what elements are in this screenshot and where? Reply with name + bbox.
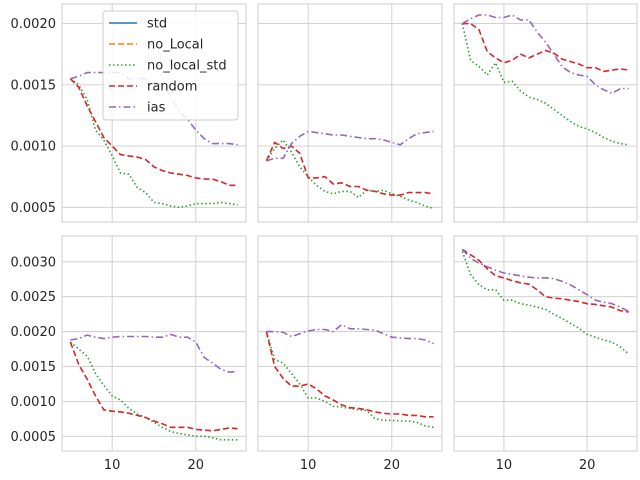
series-line-random	[462, 22, 629, 73]
plot-area	[454, 4, 637, 222]
series-line-random	[69, 78, 238, 187]
legend-label: random	[147, 80, 197, 95]
x-tick-label: 10	[104, 458, 121, 473]
series-line-ias	[461, 14, 629, 95]
axes-frame	[453, 235, 638, 452]
x-tick-labels: 10 20 10 20 10 20	[104, 458, 595, 473]
legend-label: no_Local	[147, 38, 203, 53]
y-tick-label: 0.0020	[11, 325, 57, 340]
legend-label: no_local_std	[147, 59, 227, 74]
x-tick-label: 20	[384, 458, 401, 473]
series-line-random	[69, 341, 238, 432]
series-line-ias	[266, 323, 434, 345]
panel-r1-c2	[453, 235, 638, 452]
legend-item-std: std	[109, 17, 167, 32]
legend-item-no_Local: no_Local	[109, 38, 203, 53]
series-line-ias	[461, 248, 630, 313]
panel-r0-c1	[257, 3, 443, 223]
y-tick-label: 0.0015	[11, 360, 57, 375]
legend-item-ias: ias	[109, 101, 166, 116]
y-tick-labels: 0.0005 0.0010 0.0015 0.0020 0.0005 0.0010 0.00…	[11, 17, 57, 445]
legend-item-random: random	[109, 80, 197, 95]
plot-area	[454, 236, 637, 451]
series-line-no_local_std	[461, 23, 629, 146]
axes-frame	[257, 3, 443, 223]
series-line-no_local_std	[461, 251, 630, 355]
legend-box	[102, 10, 239, 121]
panel-r1-c0	[61, 235, 247, 452]
plot-area	[258, 236, 442, 451]
legend-label: std	[147, 17, 167, 32]
plot-area	[62, 236, 246, 451]
axes-frame	[61, 3, 247, 223]
y-tick-label: 0.0010	[11, 395, 57, 410]
axes-frame	[61, 235, 247, 452]
plot-area	[258, 4, 442, 222]
x-tick-label: 10	[300, 458, 317, 473]
series-line-random	[265, 141, 434, 196]
y-tick-label: 0.0025	[11, 290, 57, 305]
x-tick-label: 20	[579, 458, 596, 473]
axes-frame	[453, 3, 638, 223]
axes-frame	[257, 235, 443, 452]
y-tick-label: 0.0030	[11, 255, 57, 270]
x-tick-label: 10	[496, 458, 513, 473]
series-line-random	[265, 331, 434, 418]
legend-item-no_local_std: no_local_std	[109, 59, 227, 74]
y-tick-label: 0.0020	[11, 17, 57, 32]
panel-r1-c1	[257, 235, 443, 452]
series-line-no_local_std	[69, 78, 238, 209]
y-tick-label: 0.0005	[11, 430, 57, 445]
y-tick-label: 0.0005	[11, 201, 57, 216]
legend-label: ias	[147, 101, 166, 116]
y-tick-label: 0.0015	[11, 78, 57, 93]
series-line-random	[461, 248, 629, 313]
x-tick-label: 20	[188, 458, 205, 473]
panel-r0-c2	[453, 3, 638, 223]
y-tick-label: 0.0010	[11, 140, 57, 155]
